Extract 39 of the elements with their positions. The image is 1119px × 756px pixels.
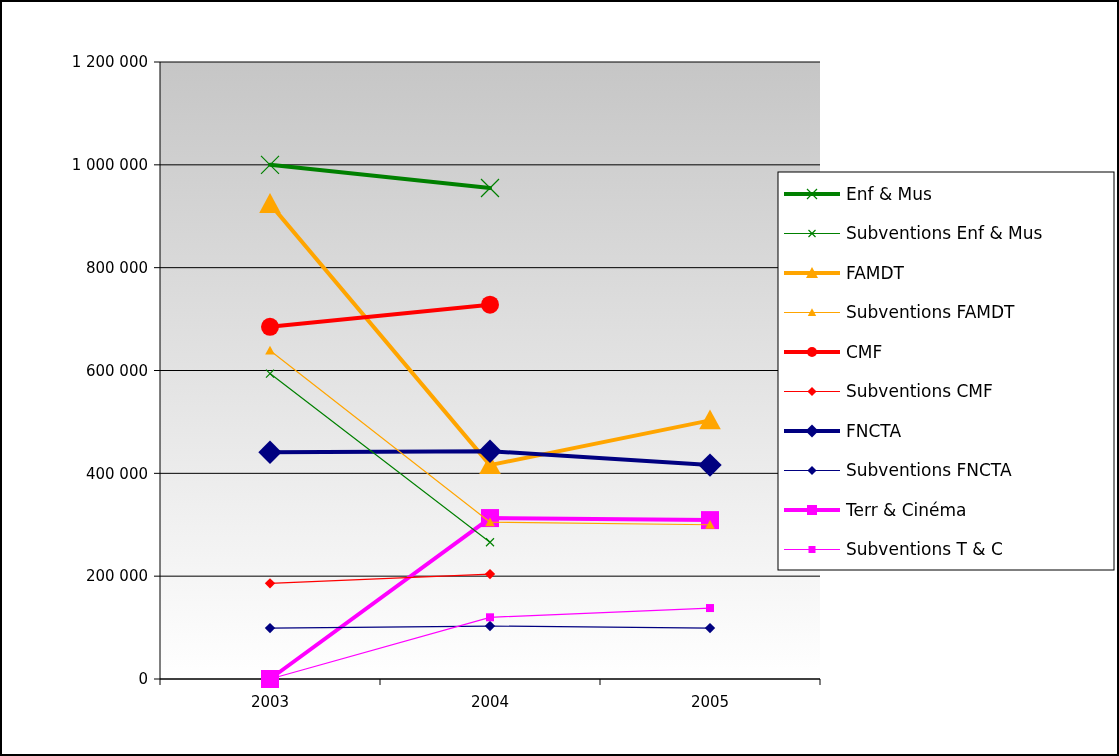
legend-label: CMF [846,341,883,362]
point [699,409,721,430]
point [485,537,495,547]
point [481,295,499,314]
point [478,439,502,463]
legend-label: Subventions T & C [846,539,1003,560]
y-tick-label: 1 000 000 [71,156,148,175]
point [698,453,722,477]
point [264,622,276,634]
y-tick-label: 800 000 [85,258,148,277]
y-tick-label: 400 000 [85,464,148,483]
y-tick-label: 600 000 [85,361,148,380]
point [484,620,496,632]
x-tick-label: 2004 [470,693,510,711]
point [480,178,500,198]
legend-label: Terr & Cinéma [845,499,967,520]
legend-label: Subventions CMF [846,381,993,402]
legend-label: FAMDT [846,262,905,283]
legend-label: Subventions FNCTA [846,460,1012,481]
legend-label: FNCTA [846,420,902,441]
y-tick-label: 0 [138,670,148,689]
point [706,604,714,613]
y-tick-label: 1 200 000 [71,53,148,72]
point [260,155,280,175]
legend-label: Enf & Mus [846,183,933,204]
x-tick-label: 2005 [690,693,730,711]
point [261,317,279,336]
y-tick-label: 200 000 [85,567,148,586]
point [265,345,275,355]
point [265,368,275,379]
point [259,193,281,213]
point [258,440,282,464]
x-tick-label: 2003 [250,693,290,711]
legend-label: Subventions Enf & Mus [846,223,1043,244]
point [484,568,496,580]
point [704,622,716,634]
point [486,613,494,622]
point [264,578,276,589]
legend-label: Subventions FAMDT [846,302,1016,323]
